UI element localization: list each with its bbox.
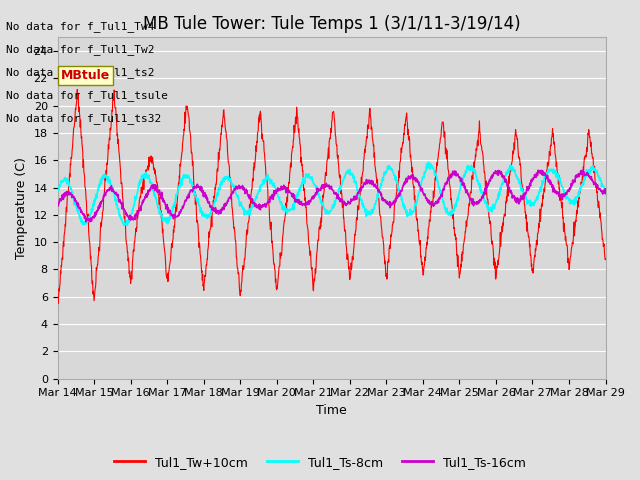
- Tul1_Tw+10cm: [97, 230, 104, 236]
- Tul1_Ts-16cm: [298, 202, 305, 207]
- Text: No data for f_Tul1_Tw2: No data for f_Tul1_Tw2: [6, 44, 155, 55]
- Text: MBtule: MBtule: [61, 69, 110, 82]
- Tul1_Ts-8cm: [602, 192, 609, 197]
- Tul1_Tw+10cm: [366, 106, 374, 111]
- Tul1_Tw+10cm: [74, 86, 81, 92]
- Tul1_Ts-16cm: [308, 195, 316, 201]
- Line: Tul1_Tw+10cm: Tul1_Tw+10cm: [58, 89, 605, 304]
- X-axis label: Time: Time: [316, 404, 347, 417]
- Tul1_Ts-16cm: [287, 190, 294, 196]
- Title: MB Tule Tower: Tule Temps 1 (3/1/11-3/19/14): MB Tule Tower: Tule Temps 1 (3/1/11-3/19…: [143, 15, 520, 33]
- Tul1_Ts-8cm: [96, 182, 104, 188]
- Text: No data for f_Tul1_tsule: No data for f_Tul1_tsule: [6, 90, 168, 101]
- Tul1_Ts-8cm: [298, 182, 305, 188]
- Tul1_Ts-8cm: [425, 159, 433, 165]
- Tul1_Ts-16cm: [54, 201, 61, 207]
- Line: Tul1_Ts-16cm: Tul1_Ts-16cm: [58, 170, 605, 222]
- Tul1_Ts-8cm: [308, 177, 316, 183]
- Tul1_Ts-16cm: [579, 168, 587, 173]
- Tul1_Tw+10cm: [602, 256, 609, 262]
- Tul1_Ts-16cm: [97, 204, 104, 210]
- Tul1_Ts-16cm: [119, 201, 127, 206]
- Tul1_Tw+10cm: [287, 162, 294, 168]
- Tul1_Tw+10cm: [119, 195, 127, 201]
- Legend: Tul1_Tw+10cm, Tul1_Ts-8cm, Tul1_Ts-16cm: Tul1_Tw+10cm, Tul1_Ts-8cm, Tul1_Ts-16cm: [109, 451, 531, 474]
- Line: Tul1_Ts-8cm: Tul1_Ts-8cm: [58, 162, 605, 225]
- Tul1_Tw+10cm: [308, 266, 316, 272]
- Text: No data for f_Tul1_Tw4: No data for f_Tul1_Tw4: [6, 21, 155, 32]
- Tul1_Ts-16cm: [82, 219, 90, 225]
- Tul1_Ts-16cm: [602, 186, 609, 192]
- Tul1_Ts-8cm: [124, 222, 131, 228]
- Tul1_Ts-8cm: [366, 210, 374, 216]
- Text: No data for f_Tul1_ts2: No data for f_Tul1_ts2: [6, 67, 155, 78]
- Tul1_Tw+10cm: [298, 162, 305, 168]
- Tul1_Ts-8cm: [287, 207, 294, 213]
- Tul1_Ts-8cm: [54, 186, 61, 192]
- Y-axis label: Temperature (C): Temperature (C): [15, 157, 28, 259]
- Tul1_Ts-8cm: [118, 218, 126, 224]
- Tul1_Ts-16cm: [366, 181, 374, 187]
- Tul1_Tw+10cm: [54, 301, 61, 307]
- Text: No data for f_Tul1_ts32: No data for f_Tul1_ts32: [6, 113, 162, 124]
